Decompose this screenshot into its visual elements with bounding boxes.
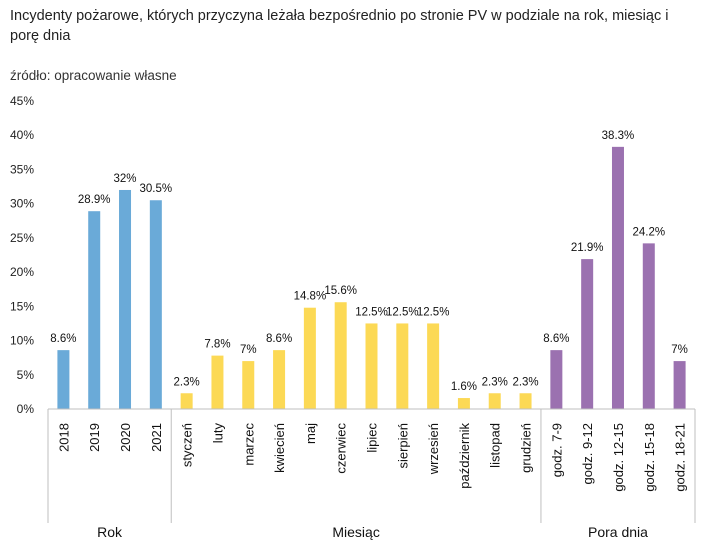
data-label: 8.6% <box>50 333 76 345</box>
bar <box>673 361 686 409</box>
chart-title: Incydenty pożarowe, których przyczyna le… <box>10 8 669 44</box>
data-label: 28.9% <box>78 194 111 206</box>
bar <box>57 350 70 409</box>
data-label: 12.5% <box>417 306 450 318</box>
y-tick-label: 0% <box>17 402 35 416</box>
bar <box>488 393 501 409</box>
data-label: 7.8% <box>204 339 230 351</box>
y-tick-label: 20% <box>10 265 34 279</box>
bar <box>149 200 162 409</box>
y-tick-label: 40% <box>10 128 34 142</box>
bar <box>273 350 286 409</box>
y-tick-label: 35% <box>10 162 34 176</box>
x-tick-label: maj <box>303 423 318 444</box>
x-tick-label: kwiecień <box>272 423 287 473</box>
bar <box>242 361 255 409</box>
data-label: 8.6% <box>266 333 292 345</box>
y-tick-label: 10% <box>10 334 34 348</box>
x-tick-label: 2021 <box>149 423 164 452</box>
bar <box>365 323 378 409</box>
chart-subtitle: źródło: opracowanie własne <box>10 68 177 83</box>
x-tick-label: październik <box>457 423 472 489</box>
x-tick-label: godz. 9-12 <box>580 423 595 484</box>
data-label: 30.5% <box>140 183 173 195</box>
x-tick-label: lipiec <box>365 423 380 453</box>
x-tick-label: 2019 <box>87 423 102 452</box>
x-tick-label: styczeń <box>180 423 195 467</box>
x-tick-label: 2018 <box>56 423 71 452</box>
x-tick-label: godz. 12-15 <box>611 423 626 492</box>
x-tick-label: godz. 7-9 <box>549 423 564 477</box>
data-label: 14.8% <box>294 291 327 303</box>
bar <box>611 146 624 409</box>
y-tick-label: 5% <box>17 368 35 382</box>
bar <box>519 393 532 409</box>
x-tick-label: czerwiec <box>334 423 349 474</box>
x-tick-label: sierpień <box>395 423 410 469</box>
data-label: 7% <box>671 344 688 356</box>
data-label: 32% <box>114 173 137 185</box>
data-label: 21.9% <box>571 242 604 254</box>
data-label: 24.2% <box>632 226 665 238</box>
bar <box>119 189 132 409</box>
data-label: 15.6% <box>324 285 357 297</box>
data-label: 2.3% <box>512 376 538 388</box>
group-label: Rok <box>97 524 123 540</box>
bar <box>180 393 193 409</box>
y-tick-label: 30% <box>10 197 34 211</box>
data-label: 7% <box>240 344 257 356</box>
x-tick-label: listopad <box>488 423 503 468</box>
data-label: 1.6% <box>451 381 477 393</box>
bar <box>396 323 409 409</box>
bar <box>303 307 316 409</box>
bar <box>211 355 224 409</box>
x-tick-label: luty <box>210 423 225 444</box>
bar <box>550 350 563 409</box>
data-label: 2.3% <box>174 376 200 388</box>
bar <box>334 302 347 409</box>
x-tick-label: godz. 18-21 <box>673 423 688 492</box>
bar <box>88 211 101 409</box>
y-tick-label: 45% <box>10 94 34 108</box>
x-tick-label: marzec <box>241 423 256 466</box>
data-label: 2.3% <box>482 376 508 388</box>
bar <box>457 398 470 409</box>
y-tick-label: 15% <box>10 299 34 313</box>
data-label: 8.6% <box>543 333 569 345</box>
bar <box>642 243 655 409</box>
group-label: Miesiąc <box>332 524 379 540</box>
y-tick-label: 25% <box>10 231 34 245</box>
x-tick-label: godz. 15-18 <box>642 423 657 492</box>
data-label: 38.3% <box>602 130 635 142</box>
bar <box>581 259 594 409</box>
data-label: 12.5% <box>355 306 388 318</box>
x-tick-label: grudzień <box>519 423 534 473</box>
group-label: Pora dnia <box>588 524 648 540</box>
bar <box>427 323 440 409</box>
x-tick-label: wrzesień <box>426 423 441 475</box>
data-label: 12.5% <box>386 306 419 318</box>
x-tick-label: 2020 <box>118 423 133 452</box>
